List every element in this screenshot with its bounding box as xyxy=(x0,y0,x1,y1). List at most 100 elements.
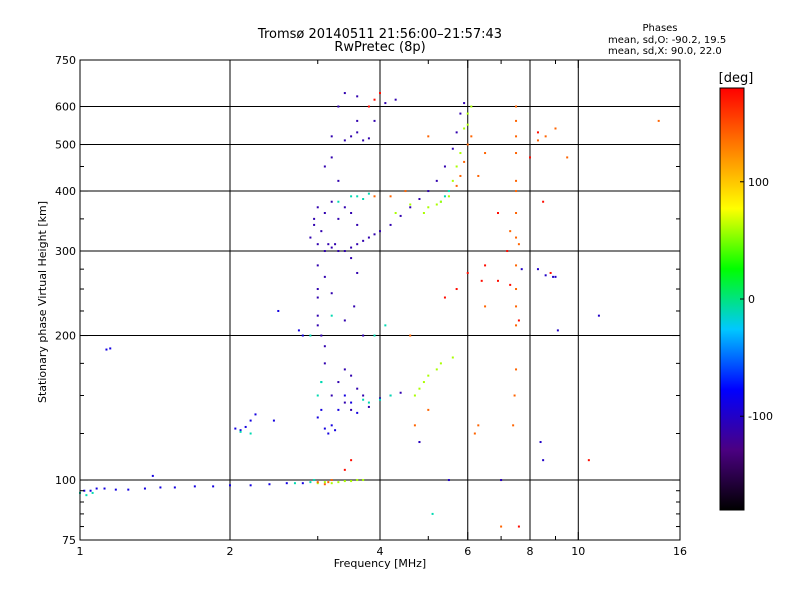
data-point xyxy=(327,481,330,484)
y-tick-label: 600 xyxy=(55,101,76,114)
data-point xyxy=(343,206,346,209)
x-axis-label: Frequency [MHz] xyxy=(334,557,426,570)
data-point xyxy=(435,368,438,371)
data-point xyxy=(337,381,340,384)
data-point xyxy=(362,394,365,397)
data-point xyxy=(330,424,333,427)
data-point xyxy=(515,324,518,327)
data-point xyxy=(350,212,353,215)
data-point xyxy=(536,139,539,142)
data-point xyxy=(316,416,319,419)
data-point xyxy=(443,296,446,299)
data-point xyxy=(367,236,370,239)
data-point xyxy=(91,491,94,494)
data-point xyxy=(463,102,466,105)
data-point xyxy=(466,271,469,274)
data-point xyxy=(229,484,231,487)
data-point xyxy=(463,160,466,163)
data-point xyxy=(542,200,545,203)
data-point xyxy=(330,394,333,397)
data-point xyxy=(470,135,473,138)
data-point xyxy=(422,212,425,215)
data-point xyxy=(459,112,462,115)
data-point xyxy=(337,200,340,203)
data-point xyxy=(484,152,487,155)
data-point xyxy=(330,156,333,159)
data-point xyxy=(350,257,353,260)
data-point xyxy=(500,525,503,528)
data-point xyxy=(293,482,296,485)
data-point xyxy=(451,147,454,150)
data-point xyxy=(343,368,346,371)
data-point xyxy=(515,105,518,108)
data-point xyxy=(418,387,421,390)
data-point xyxy=(389,223,392,226)
data-point xyxy=(316,324,319,327)
data-point xyxy=(484,305,487,308)
data-point xyxy=(379,398,381,401)
data-point xyxy=(513,394,516,397)
data-point xyxy=(418,441,421,444)
data-point xyxy=(330,292,333,295)
data-point xyxy=(427,190,430,193)
data-point xyxy=(515,119,518,122)
data-point xyxy=(384,324,387,327)
data-point xyxy=(394,98,397,101)
data-point xyxy=(356,411,359,414)
data-point xyxy=(409,203,412,206)
data-point xyxy=(409,334,412,337)
data-point xyxy=(143,487,146,490)
data-point xyxy=(151,474,154,477)
data-point xyxy=(297,329,300,332)
data-point xyxy=(373,233,376,236)
data-point xyxy=(466,123,469,126)
data-point xyxy=(362,239,365,242)
data-point xyxy=(212,485,215,488)
data-point xyxy=(520,268,523,271)
data-point xyxy=(337,217,340,220)
data-point xyxy=(447,190,450,193)
axes: 1 2 4 6 8 10 16 75 100 200 300 400 500 600 750 xyxy=(55,54,687,558)
data-point xyxy=(350,459,353,462)
data-point xyxy=(451,356,454,359)
data-point xyxy=(309,236,312,239)
data-point xyxy=(544,135,547,138)
data-point xyxy=(443,165,446,168)
y-tick-label: 100 xyxy=(55,474,76,487)
y-tick-label: 500 xyxy=(55,139,76,152)
data-point xyxy=(515,288,518,291)
data-point xyxy=(373,334,376,337)
data-point xyxy=(470,105,473,108)
data-point xyxy=(330,479,333,482)
data-point xyxy=(515,212,518,215)
data-point xyxy=(83,489,86,492)
data-point xyxy=(343,480,346,483)
data-point xyxy=(254,413,257,416)
data-point xyxy=(367,401,370,404)
data-point xyxy=(285,482,288,485)
data-point xyxy=(399,214,402,217)
data-point xyxy=(343,468,346,471)
data-point xyxy=(566,156,569,159)
data-point xyxy=(439,200,442,203)
phases-legend-o: mean, sd,O: -90.2, 19.5 xyxy=(608,35,726,46)
data-point xyxy=(323,362,326,365)
data-point xyxy=(404,190,407,193)
data-point xyxy=(356,243,359,246)
data-point xyxy=(506,250,509,253)
data-point xyxy=(517,243,520,246)
data-point xyxy=(496,212,499,215)
data-point xyxy=(477,424,480,427)
data-point xyxy=(427,374,430,377)
data-point xyxy=(244,425,247,428)
data-point xyxy=(272,419,275,422)
data-point xyxy=(343,92,346,95)
data-point xyxy=(337,481,340,484)
data-point xyxy=(350,195,353,198)
data-point xyxy=(89,489,92,492)
data-point xyxy=(455,131,458,134)
data-point xyxy=(316,394,319,397)
data-point xyxy=(515,190,518,193)
data-point xyxy=(343,139,346,142)
